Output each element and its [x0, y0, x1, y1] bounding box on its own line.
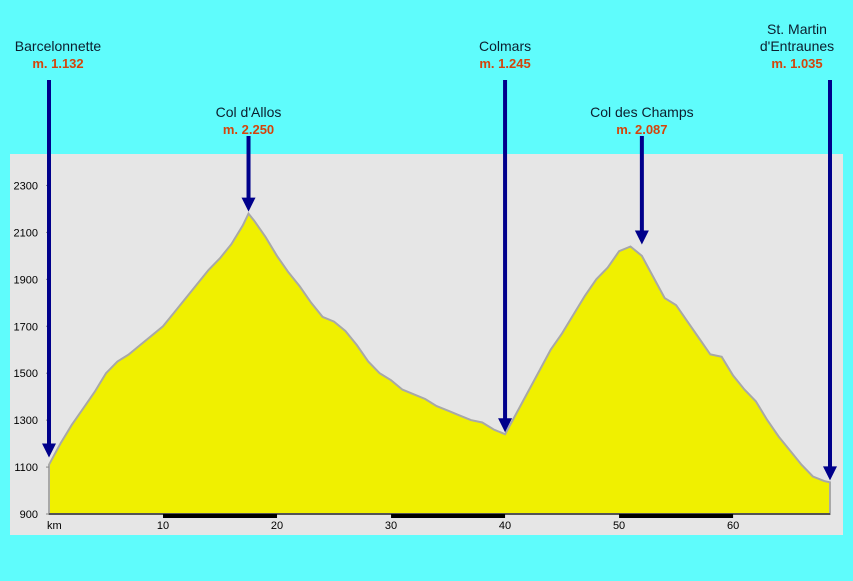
marker-name: Col d'Allos [215, 104, 282, 120]
y-tick-label: 1300 [14, 415, 38, 427]
marker-label: Col des Champs m. 2.087 [590, 104, 694, 138]
x-tick-label: 60 [727, 520, 739, 532]
y-tick-label: 1100 [14, 462, 38, 474]
y-tick-label: 1500 [14, 368, 38, 380]
y-tick-label: 1900 [14, 274, 38, 286]
x-axis-band [163, 514, 278, 518]
marker-arrow-head [498, 418, 513, 433]
marker-label: Col d'Allos m. 2.250 [216, 104, 282, 138]
y-tick-label: 2300 [14, 180, 38, 192]
x-tick-label: 20 [271, 520, 283, 532]
marker-arrow-head [241, 197, 256, 212]
marker-arrow-head [634, 230, 649, 245]
marker-altitude: m. 1.245 [479, 56, 531, 71]
marker-label: Barcelonnette m. 1.132 [15, 38, 101, 72]
marker-name: St. Martin [767, 21, 827, 37]
elevation-area [48, 211, 831, 515]
x-tick-label: 10 [157, 520, 169, 532]
y-tick-label: 1700 [14, 321, 38, 333]
marker-name: Colmars [478, 38, 532, 54]
x-axis-band [619, 514, 734, 518]
marker-altitude: m. 1.035 [771, 56, 823, 71]
marker-altitude: m. 2.087 [616, 122, 668, 137]
y-tick-label: 900 [20, 509, 38, 521]
marker-name: d'Entraunes [759, 38, 835, 54]
marker-altitude: m. 1.132 [32, 56, 84, 71]
x-axis-label: km [47, 520, 62, 532]
profile-layer [48, 211, 831, 515]
marker-label: Colmars m. 1.245 [479, 38, 531, 72]
marker-arrow-head [42, 443, 56, 458]
x-tick-label: 50 [613, 520, 625, 532]
marker-label: St. Martin d'Entraunes m. 1.035 [760, 21, 834, 72]
marker-arrow-head [823, 466, 837, 481]
marker-name: Col des Champs [590, 104, 694, 120]
arrow-layer [42, 80, 837, 481]
x-tick-label: 40 [499, 520, 511, 532]
marker-altitude: m. 2.250 [222, 122, 275, 137]
x-axis-band [391, 514, 506, 518]
x-tick-label: 30 [385, 520, 397, 532]
axis-layer: 900 1100 1300 1500 1700 1900 2100 2300 km 10 20 30 4… [14, 180, 830, 532]
marker-name: Barcelonnette [14, 38, 102, 54]
y-tick-label: 2100 [14, 227, 38, 239]
